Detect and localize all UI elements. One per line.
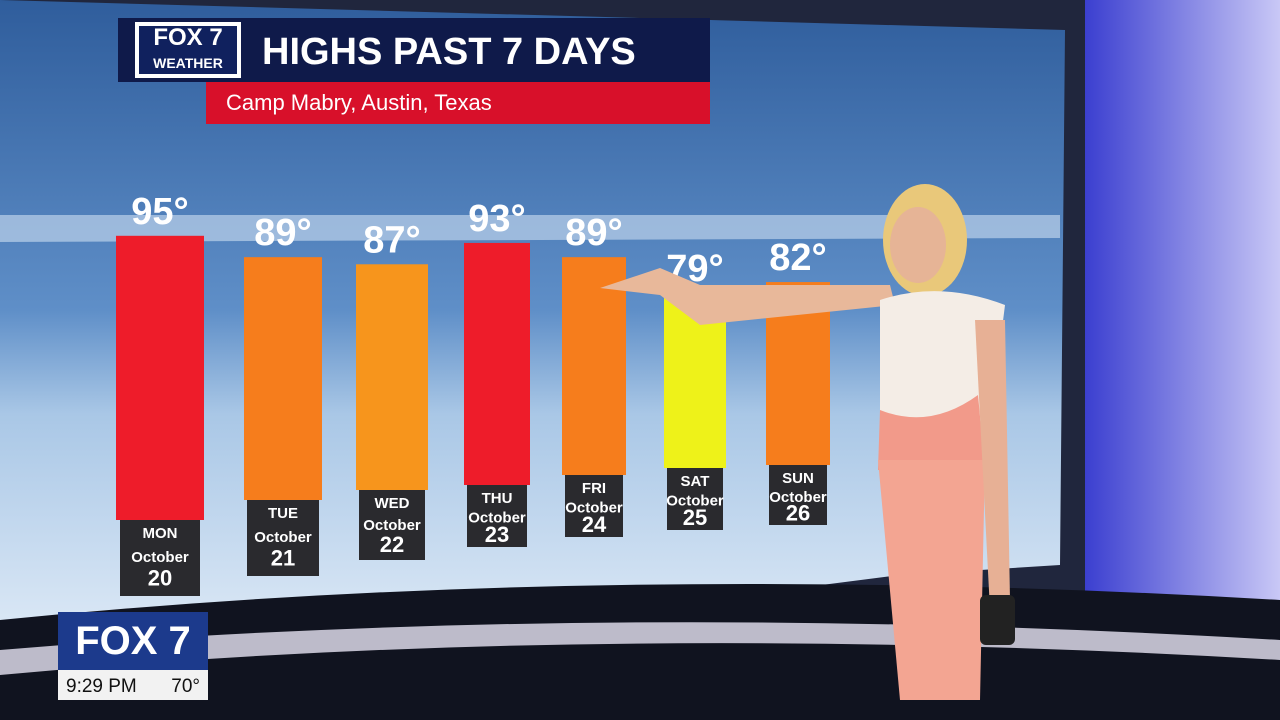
x-tick-label: 23 bbox=[485, 522, 509, 547]
value-label: 89° bbox=[565, 212, 622, 254]
bar bbox=[464, 242, 530, 485]
bar bbox=[562, 257, 626, 475]
x-tick-label: SUN bbox=[782, 470, 814, 487]
value-label: 93° bbox=[468, 198, 525, 240]
bars: 95°MONOctober2089°TUEOctober2187°WEDOcto… bbox=[116, 191, 830, 596]
category-box bbox=[769, 465, 827, 525]
chart-subtitle: Camp Mabry, Austin, Texas bbox=[226, 90, 492, 115]
bug-station: FOX 7 bbox=[75, 619, 191, 663]
bug-time: 9:29 PM bbox=[66, 676, 137, 697]
x-tick-label: TUE bbox=[268, 505, 298, 522]
chart-title: HIGHS PAST 7 DAYS bbox=[262, 31, 636, 73]
x-tick-label: October bbox=[131, 549, 189, 566]
logo-text: FOX 7 bbox=[153, 24, 222, 51]
category-box bbox=[667, 468, 723, 530]
bar bbox=[356, 264, 428, 490]
x-tick-label: 26 bbox=[786, 501, 810, 526]
x-tick-label: October bbox=[565, 499, 623, 516]
x-tick-label: 20 bbox=[148, 566, 172, 591]
logo-inner bbox=[139, 26, 237, 74]
category-box bbox=[359, 490, 425, 560]
subtitle-bar bbox=[206, 82, 710, 124]
bar bbox=[244, 257, 322, 500]
studio-wall bbox=[1085, 0, 1280, 610]
x-tick-label: October bbox=[254, 529, 312, 546]
bug-info-box bbox=[58, 670, 208, 700]
x-tick-label: October bbox=[769, 489, 827, 506]
x-tick-label: MON bbox=[143, 525, 178, 542]
category-box bbox=[247, 500, 319, 576]
x-tick-label: 24 bbox=[582, 512, 607, 537]
x-tick-label: 22 bbox=[380, 532, 404, 557]
value-label: 82° bbox=[769, 237, 826, 279]
bug-box bbox=[58, 612, 208, 670]
category-box bbox=[467, 485, 527, 547]
value-label: 95° bbox=[131, 191, 188, 233]
x-tick-label: FRI bbox=[582, 480, 606, 497]
x-tick-label: WED bbox=[375, 495, 410, 512]
value-label: 89° bbox=[254, 212, 311, 254]
presenter bbox=[600, 184, 1015, 700]
x-tick-label: SAT bbox=[681, 473, 710, 490]
x-tick-label: 25 bbox=[683, 505, 707, 530]
x-tick-label: 21 bbox=[271, 546, 295, 571]
bug-temperature: 70° bbox=[171, 676, 200, 697]
category-box bbox=[120, 520, 200, 596]
logo-subtext: WEATHER bbox=[153, 55, 223, 71]
x-tick-label: October bbox=[468, 509, 526, 526]
value-label: 87° bbox=[363, 219, 420, 261]
x-tick-label: THU bbox=[482, 490, 513, 507]
x-tick-label: October bbox=[666, 492, 724, 509]
bar bbox=[116, 235, 204, 521]
screen-band bbox=[0, 215, 1060, 242]
category-box bbox=[565, 475, 623, 537]
x-tick-label: October bbox=[363, 517, 421, 534]
